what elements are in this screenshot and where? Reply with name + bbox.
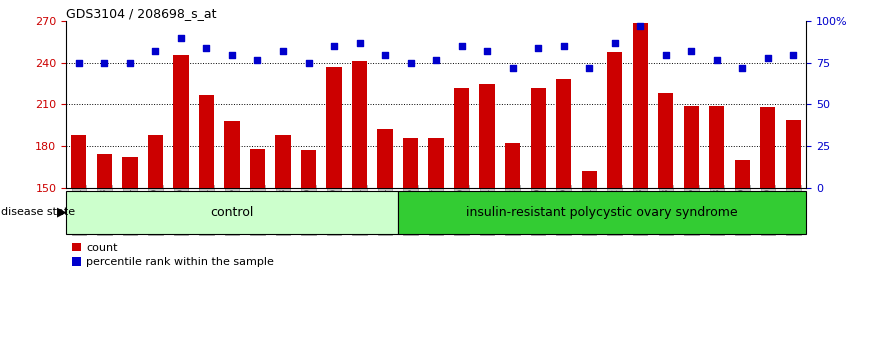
Text: disease state: disease state	[1, 207, 75, 217]
Bar	[760, 107, 775, 354]
Point	[301, 60, 315, 66]
Bar	[326, 67, 342, 354]
Bar	[398, 191, 806, 234]
Point	[582, 65, 596, 71]
Bar	[505, 143, 521, 354]
Point	[455, 44, 469, 49]
Text: GDS3104 / 208698_s_at: GDS3104 / 208698_s_at	[66, 7, 217, 20]
Point	[633, 23, 648, 29]
Bar	[199, 95, 214, 354]
Bar	[276, 135, 291, 354]
Bar	[300, 150, 316, 354]
Bar	[71, 135, 86, 354]
Bar	[709, 106, 724, 354]
Point	[199, 45, 213, 51]
Bar	[735, 160, 750, 354]
Bar	[786, 120, 801, 354]
Bar	[377, 130, 393, 354]
Point	[429, 57, 443, 62]
Point	[685, 48, 699, 54]
Point	[352, 40, 366, 46]
Point	[736, 65, 750, 71]
Bar	[403, 138, 418, 354]
Bar	[684, 106, 699, 354]
Point	[378, 52, 392, 57]
Bar	[97, 154, 112, 354]
Point	[506, 65, 520, 71]
Point	[608, 40, 622, 46]
Legend: count, percentile rank within the sample: count, percentile rank within the sample	[71, 243, 274, 267]
Bar	[658, 93, 673, 354]
Bar	[581, 171, 596, 354]
Text: ▶: ▶	[57, 206, 67, 219]
Bar	[225, 121, 240, 354]
Point	[531, 45, 545, 51]
Bar	[352, 62, 367, 354]
Point	[174, 35, 188, 41]
Bar	[633, 23, 648, 354]
Text: control: control	[211, 206, 254, 219]
Bar	[428, 138, 444, 354]
Point	[225, 52, 239, 57]
Bar	[148, 135, 163, 354]
Point	[97, 60, 111, 66]
Point	[480, 48, 494, 54]
Bar	[479, 84, 495, 354]
Bar	[250, 149, 265, 354]
Bar	[66, 191, 398, 234]
Point	[787, 52, 801, 57]
Point	[557, 44, 571, 49]
Point	[659, 52, 673, 57]
Bar	[530, 88, 546, 354]
Text: insulin-resistant polycystic ovary syndrome: insulin-resistant polycystic ovary syndr…	[466, 206, 737, 219]
Point	[327, 44, 341, 49]
Point	[122, 60, 137, 66]
Bar	[454, 88, 470, 354]
Bar	[174, 55, 189, 354]
Bar	[122, 157, 137, 354]
Bar	[607, 52, 622, 354]
Bar	[556, 80, 572, 354]
Point	[403, 60, 418, 66]
Point	[71, 60, 85, 66]
Point	[276, 48, 290, 54]
Point	[761, 55, 775, 61]
Point	[710, 57, 724, 62]
Point	[148, 48, 162, 54]
Point	[250, 57, 264, 62]
